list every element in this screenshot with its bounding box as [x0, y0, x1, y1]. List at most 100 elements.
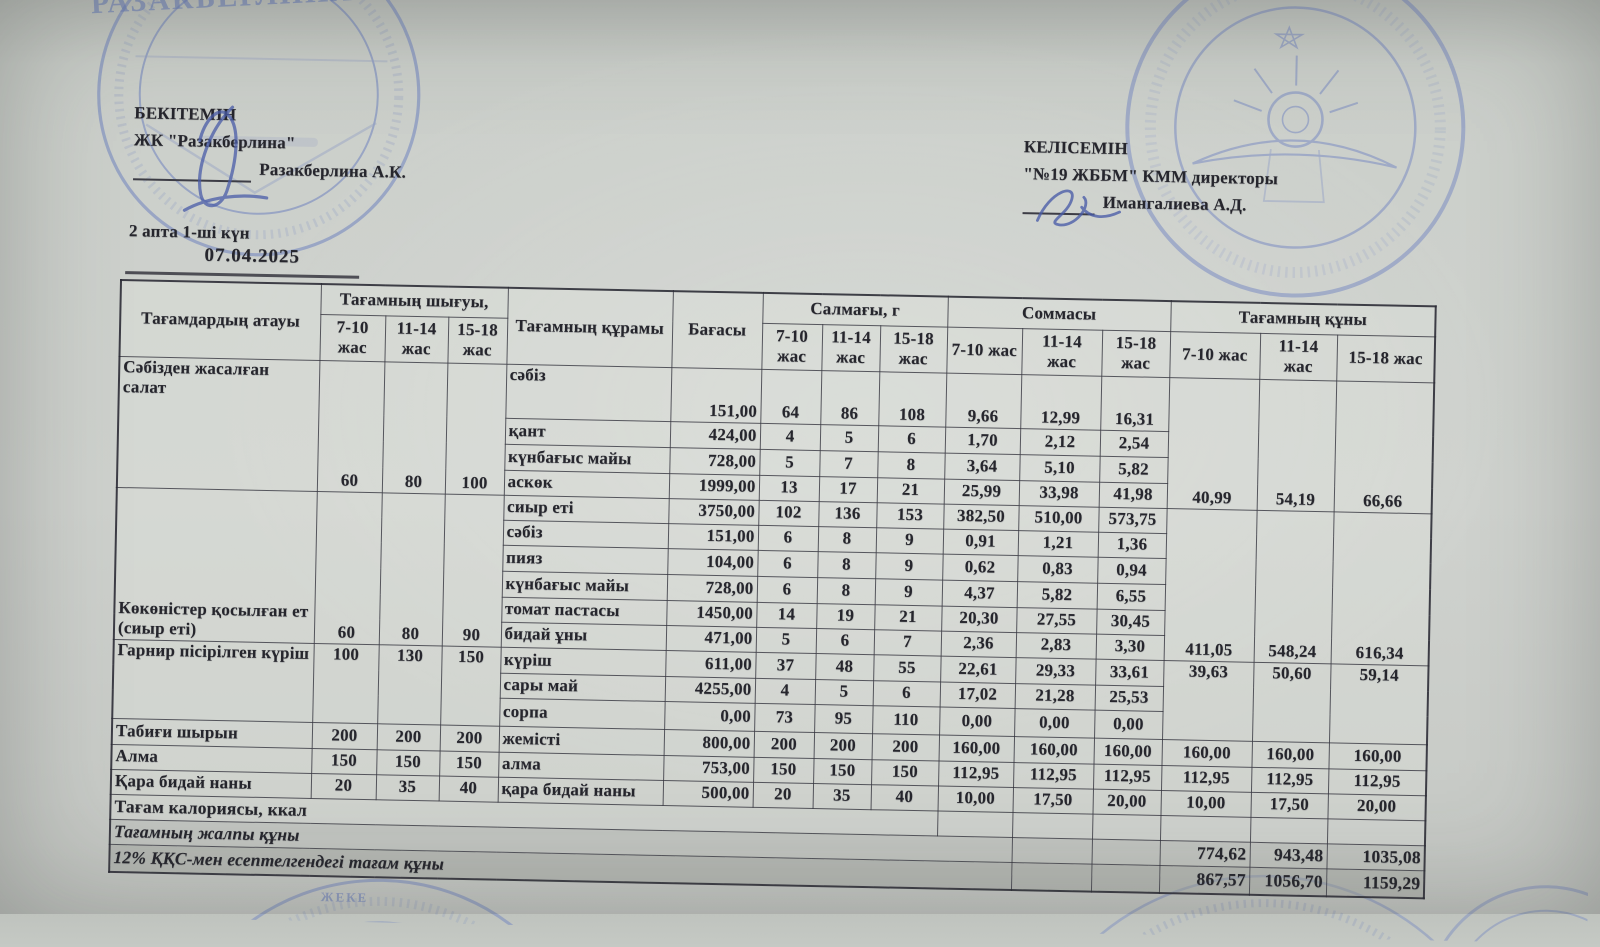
weight-cell: 6: [877, 425, 946, 453]
cost-cell: 160,00: [1251, 740, 1330, 769]
output-cell: 60: [316, 360, 385, 493]
weight-cell: 19: [816, 603, 875, 630]
weight-cell: 200: [753, 730, 815, 759]
ingredient-cell: томат пастасы: [501, 596, 667, 626]
weight-cell: 6: [757, 549, 818, 578]
cost-cell: 411,05: [1163, 508, 1257, 662]
cost-cell: 17,50: [1250, 791, 1329, 819]
weight-cell: 73: [754, 702, 815, 733]
col-output-age1: 7-10 жас: [319, 314, 386, 362]
menu-table: Тағамдардың атауы Тағамның шығуы, Тағамн…: [108, 279, 1437, 900]
weight-cell: 108: [878, 371, 947, 427]
weight-cell: 17: [818, 476, 878, 503]
dish-name-cell: Көкөністер қосылған ет (сиыр еті): [113, 486, 317, 643]
ingredient-cell: жемісті: [498, 725, 665, 756]
sum-cell: 1,36: [1097, 531, 1167, 559]
weight-cell: 7: [819, 450, 878, 478]
signature-line-left: [133, 158, 252, 183]
col-weight-age1: 7-10 жас: [761, 322, 823, 371]
weight-cell: 64: [760, 368, 822, 425]
sum-cell: 27,55: [1016, 607, 1097, 634]
stamp-owner-name: РАЗАКБЕРЛИНА А.К.: [90, 0, 430, 20]
footer-value-cell: 1035,08: [1326, 843, 1426, 871]
cost-cell: 40,99: [1166, 377, 1260, 510]
sum-cell: 5,10: [1019, 454, 1100, 482]
output-cell: 200: [376, 723, 441, 751]
weight-cell: 6: [815, 628, 875, 655]
col-cost-age3: 15-18 жас: [1336, 334, 1436, 383]
sum-cell: 510,00: [1018, 505, 1099, 532]
price-cell: 800,00: [663, 729, 755, 757]
sum-cell: 41,98: [1098, 481, 1168, 509]
sum-cell: 2,12: [1019, 428, 1101, 456]
footer-value-cell: 943,48: [1249, 841, 1328, 869]
menu-date: 07.04.2025: [204, 244, 301, 268]
output-cell: 150: [311, 747, 377, 775]
sum-cell: 160,00: [938, 734, 1015, 763]
cost-cell: 112,95: [1161, 765, 1252, 792]
col-dish-name: Тағамдардың атауы: [119, 280, 321, 361]
price-cell: 471,00: [665, 625, 757, 652]
weight-cell: 86: [820, 370, 880, 426]
footer-value-cell: [1160, 814, 1251, 842]
sum-cell: 17,50: [1012, 787, 1094, 814]
ingredient-cell: сорпа: [499, 697, 665, 730]
footer-value-cell: [1327, 818, 1426, 846]
approval-block-right: КЕЛІСЕМІН "№19 ЖББМ" КММ директоры Иманг…: [1022, 133, 1279, 219]
output-cell: 150: [376, 749, 440, 776]
weight-cell: 8: [817, 526, 877, 553]
footer-value-cell: 1159,29: [1325, 868, 1425, 899]
price-cell: 728,00: [669, 447, 760, 475]
sum-cell: 3,64: [944, 452, 1020, 481]
sum-cell: 573,75: [1098, 506, 1167, 534]
weight-cell: 6: [757, 524, 819, 552]
weight-cell: 8: [817, 551, 876, 579]
sum-cell: 160,00: [1013, 736, 1095, 764]
sum-cell: 25,53: [1094, 684, 1164, 712]
sum-cell: 12,99: [1020, 374, 1102, 430]
weight-cell: 9: [875, 527, 944, 554]
weight-cell: 150: [871, 759, 939, 786]
ingredient-cell: қара бидай наны: [497, 776, 664, 805]
price-cell: 753,00: [663, 755, 754, 782]
dish-name-cell: Сәбізден жасалған салат: [116, 356, 320, 491]
weight-cell: 21: [876, 477, 945, 504]
col-output-age3: 15-18 жас: [447, 316, 508, 364]
cost-cell: 112,95: [1251, 766, 1329, 794]
weight-cell: 9: [875, 552, 943, 580]
stamp-fragment-text: ЖЕКЕ: [321, 889, 369, 905]
footer-empty-cell: [1091, 838, 1161, 865]
sum-cell: 20,00: [1092, 788, 1162, 815]
price-cell: 500,00: [662, 780, 754, 807]
col-weight-age2: 11-14 жас: [821, 324, 881, 372]
output-cell: 100: [444, 362, 507, 495]
weight-cell: 14: [756, 601, 817, 629]
approval-block-left: БЕКІТЕМІН ЖК "Разакберлина" Разакберлина…: [133, 99, 407, 185]
col-total-age2: 11-14 жас: [1021, 328, 1103, 376]
cost-cell: 54,19: [1256, 378, 1337, 512]
weight-cell: 153: [876, 502, 944, 529]
ingredient-cell: аскөк: [503, 469, 670, 499]
sum-cell: 0,94: [1097, 556, 1166, 585]
weight-cell: 150: [813, 758, 872, 785]
date-underline: [125, 271, 360, 279]
cost-cell: 112,95: [1328, 768, 1427, 796]
sum-cell: 21,28: [1014, 683, 1096, 710]
sum-cell: 22,61: [940, 655, 1016, 684]
price-cell: 3750,00: [668, 498, 759, 525]
weight-cell: 5: [755, 626, 817, 654]
col-cost-age2: 11-14 жас: [1259, 332, 1338, 381]
weight-cell: 7: [873, 629, 942, 656]
sum-cell: 2,54: [1099, 429, 1169, 458]
output-cell: 35: [375, 774, 440, 801]
ingredient-cell: алма: [498, 751, 664, 781]
price-cell: 4255,00: [664, 676, 756, 703]
weight-cell: 5: [814, 679, 874, 706]
sum-cell: 2,83: [1015, 632, 1097, 659]
output-cell: 130: [377, 644, 442, 725]
footer-empty-cell: [1091, 863, 1160, 893]
col-weight-group: Салмағы, г: [762, 292, 948, 327]
col-output-group: Тағамның шығуы,: [320, 284, 508, 318]
weight-cell: 95: [814, 704, 873, 734]
week-day-label: 2 апта 1-ші күн: [128, 221, 250, 243]
